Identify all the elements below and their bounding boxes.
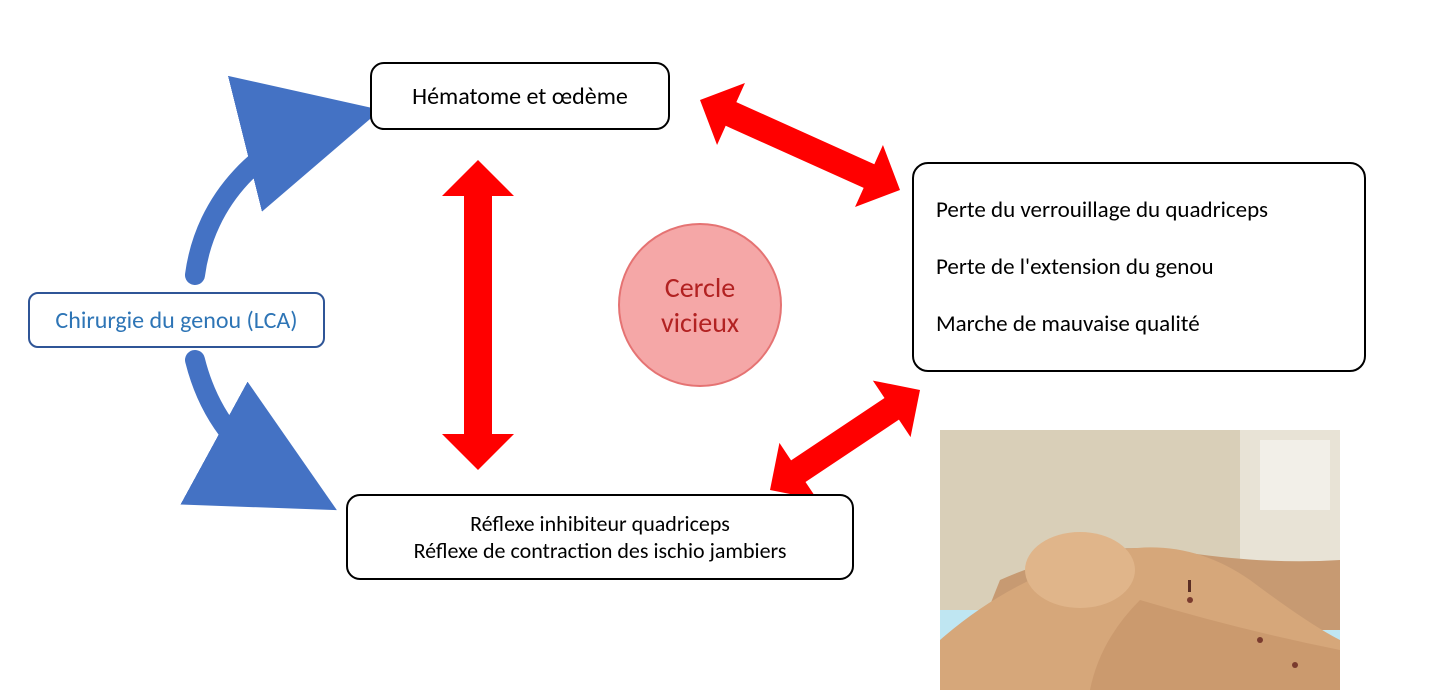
vicious-circle: Cercle vicieux [618, 223, 782, 387]
node-surgery: Chirurgie du genou (LCA) [28, 292, 325, 348]
circle-text-1: Cercle [665, 270, 735, 305]
consequences-line3: Marche de mauvaise qualité [936, 310, 1200, 338]
circle-text-2: vicieux [661, 305, 739, 340]
node-reflex: Réflexe inhibiteur quadriceps Réflexe de… [346, 494, 854, 580]
node-consequences: Perte du verrouillage du quadriceps Pert… [912, 162, 1366, 372]
node-surgery-text: Chirurgie du genou (LCA) [55, 306, 297, 335]
node-hematome: Hématome et œdème [370, 62, 670, 130]
knee-photo [940, 430, 1340, 690]
consequences-line2: Perte de l'extension du genou [936, 253, 1214, 281]
consequences-line1: Perte du verrouillage du quadriceps [936, 196, 1268, 224]
node-reflex-line1: Réflexe inhibiteur quadriceps [470, 510, 730, 537]
node-hematome-text: Hématome et œdème [412, 82, 628, 111]
node-reflex-line2: Réflexe de contraction des ischio jambie… [414, 537, 787, 564]
